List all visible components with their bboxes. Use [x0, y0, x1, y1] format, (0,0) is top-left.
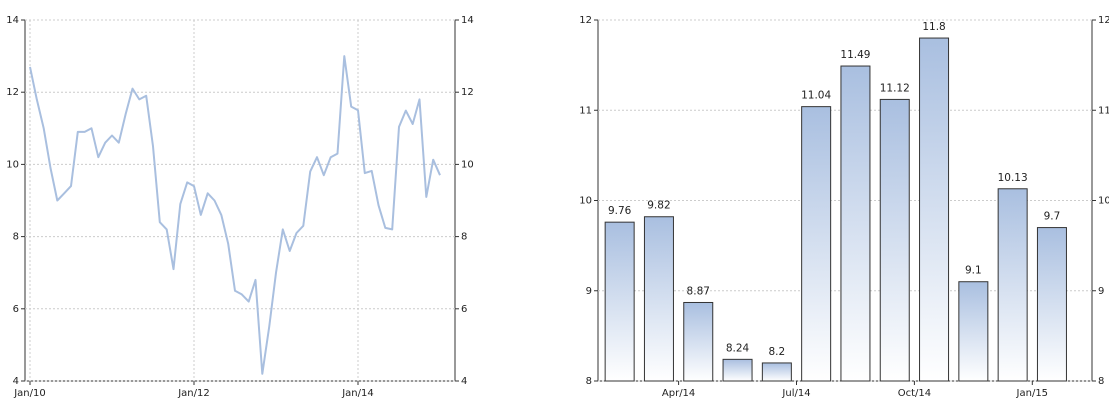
value-label: 8.87 [687, 285, 710, 297]
y2-tick-label: 8 [461, 232, 467, 243]
y-tick-label: 10 [6, 159, 19, 170]
value-label: 9.82 [647, 200, 670, 212]
bar [958, 281, 989, 382]
x-tick-label: Apr/14 [662, 388, 695, 399]
bar [683, 301, 714, 382]
value-label: 8.2 [768, 346, 785, 358]
value-label: 11.04 [801, 90, 831, 102]
bar [722, 358, 753, 382]
y-tick-label: 8 [13, 232, 19, 243]
y2-tick-label: 4 [461, 376, 467, 387]
y-tick-label: 14 [6, 15, 19, 26]
x-tick-label: Jan/10 [13, 388, 46, 399]
x-tick-label: Jan/14 [341, 388, 374, 399]
bar [997, 188, 1028, 382]
y-tick-label: 12 [579, 15, 592, 26]
value-label: 11.49 [840, 49, 870, 61]
bar [761, 362, 792, 382]
value-label: 11.8 [922, 21, 945, 33]
value-label: 9.7 [1044, 211, 1061, 223]
y-tick-label: 6 [13, 304, 19, 315]
y2-tick-label: 14 [461, 15, 474, 26]
y2-tick-label: 10 [1098, 196, 1109, 207]
value-label: 9.1 [965, 265, 982, 277]
y2-tick-label: 6 [461, 304, 467, 315]
x-tick-label: Oct/14 [898, 388, 931, 399]
bar [840, 65, 871, 382]
y-tick-label: 11 [579, 105, 592, 116]
bar [1036, 227, 1067, 382]
value-label: 10.13 [998, 172, 1028, 184]
value-label: 8.24 [726, 342, 750, 354]
bar [919, 37, 950, 382]
bar [801, 106, 832, 382]
bar [643, 216, 674, 382]
line-series [29, 55, 441, 375]
y-tick-label: 4 [13, 376, 19, 387]
x-tick-label: Jul/14 [781, 388, 810, 399]
y2-tick-label: 9 [1098, 286, 1104, 297]
y2-tick-label: 12 [1098, 15, 1109, 26]
y-tick-label: 8 [586, 376, 592, 387]
y2-tick-label: 10 [461, 159, 474, 170]
bar [604, 221, 635, 382]
y2-tick-label: 8 [1098, 376, 1104, 387]
y2-tick-label: 11 [1098, 105, 1109, 116]
y-tick-label: 9 [586, 286, 592, 297]
y2-tick-label: 12 [461, 87, 474, 98]
value-label: 9.76 [608, 205, 632, 217]
y-tick-label: 10 [579, 196, 592, 207]
y-tick-label: 12 [6, 87, 19, 98]
bar [879, 98, 910, 382]
x-tick-label: Jan/15 [1016, 388, 1049, 399]
x-tick-label: Jan/12 [177, 388, 210, 399]
value-label: 11.12 [880, 82, 910, 94]
